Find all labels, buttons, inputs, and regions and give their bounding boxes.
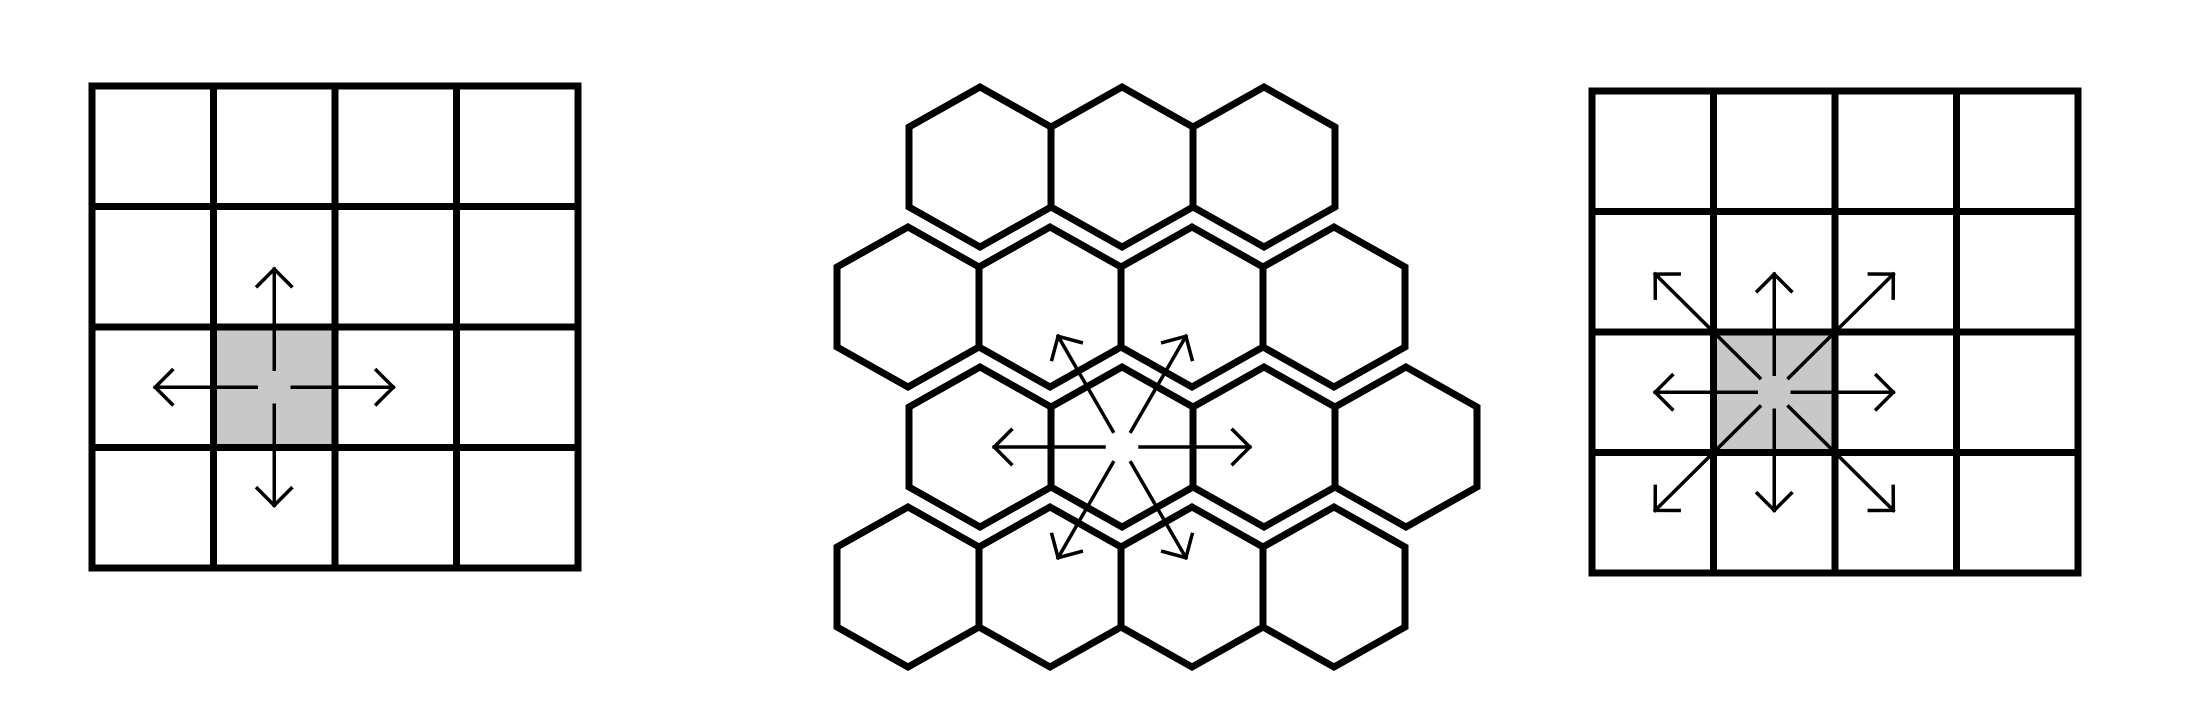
arrow-upper-right <box>1128 333 1195 434</box>
hex-cell <box>1047 82 1197 252</box>
arrow-right <box>1790 372 1896 412</box>
grid-cell <box>92 448 214 569</box>
arrow-up <box>254 266 294 371</box>
hex-cell <box>1189 82 1339 252</box>
arrow-lower-left <box>1049 460 1116 561</box>
arrow-up-left <box>1652 271 1763 381</box>
arrow-down-left <box>1652 404 1763 513</box>
arrow-up-right <box>1786 271 1896 381</box>
grid-cell <box>457 207 579 328</box>
arrow-upper-left <box>1049 333 1116 434</box>
arrow-right <box>1138 427 1253 467</box>
arrow-down <box>254 403 294 508</box>
arrow-left <box>991 427 1106 467</box>
square-grid-8-neighbor-diagram <box>1588 87 2082 577</box>
hex-cell <box>1117 222 1267 392</box>
grid-cell <box>335 448 457 569</box>
hex-cell <box>905 82 1055 252</box>
arrow-left <box>152 367 258 407</box>
grid-cell <box>1957 212 2079 333</box>
grid-cell <box>214 86 336 207</box>
arrow-right <box>290 367 396 407</box>
hex-cell <box>975 222 1125 392</box>
grid-cell <box>335 86 457 207</box>
grid-cell <box>457 327 579 448</box>
hex-cell <box>833 222 983 392</box>
grid-cell <box>457 86 579 207</box>
arrow-lower-right <box>1128 460 1195 561</box>
hex-cell <box>1259 502 1409 672</box>
arrow-up <box>1754 271 1794 376</box>
hex-cell <box>975 502 1125 672</box>
grid-cell <box>457 448 579 569</box>
arrow-down <box>1754 408 1794 513</box>
hex-cell <box>833 502 983 672</box>
square-grid-4-neighbor-diagram <box>88 82 582 572</box>
grid-cell <box>1592 91 1714 212</box>
grid-cell <box>92 207 214 328</box>
hex-cell <box>1259 222 1409 392</box>
grid-cell <box>1835 91 1957 212</box>
hex-cell <box>1331 362 1481 532</box>
arrow-left <box>1652 372 1758 412</box>
arrow-down-right <box>1786 404 1896 513</box>
grid-cell <box>1714 91 1836 212</box>
grid-cell <box>335 207 457 328</box>
grid-cell <box>1957 453 2079 574</box>
grid-cell <box>92 86 214 207</box>
grid-cell <box>1957 332 2079 453</box>
hex-cell <box>1117 502 1267 672</box>
hex-grid-6-neighbor-diagram <box>833 82 1481 672</box>
grid-cell <box>1957 91 2079 212</box>
